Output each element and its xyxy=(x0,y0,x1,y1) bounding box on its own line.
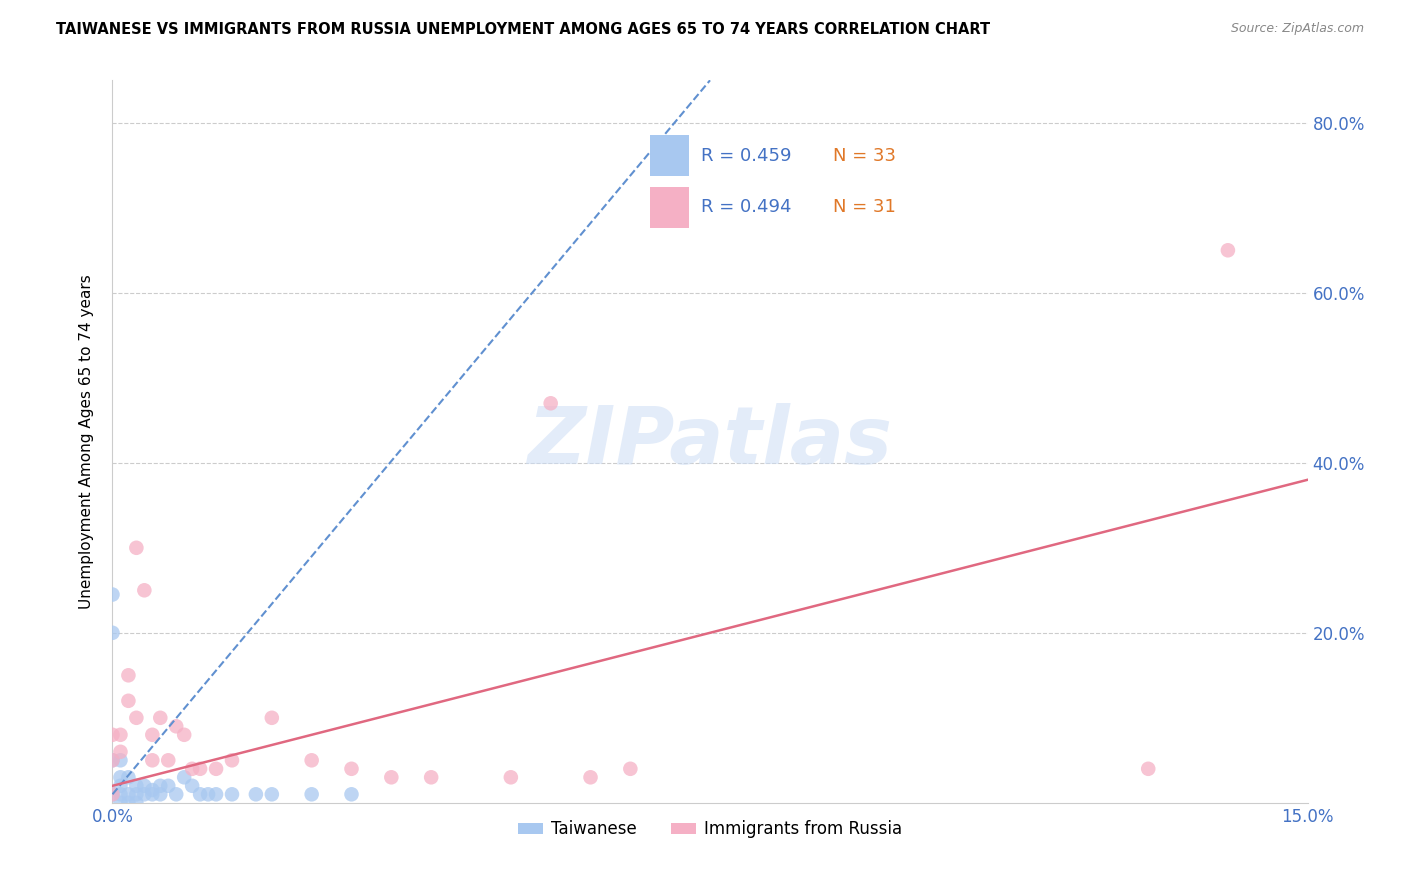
Point xyxy=(165,719,187,733)
Point xyxy=(101,753,124,767)
Point xyxy=(181,779,204,793)
Point xyxy=(245,787,267,801)
Point xyxy=(117,668,139,682)
Point xyxy=(157,779,180,793)
Point xyxy=(110,787,132,801)
Point xyxy=(110,770,132,784)
Point xyxy=(110,745,132,759)
Point xyxy=(188,762,211,776)
Legend: Taiwanese, Immigrants from Russia: Taiwanese, Immigrants from Russia xyxy=(512,814,908,845)
Point xyxy=(173,770,195,784)
Point xyxy=(301,787,323,801)
Point xyxy=(149,787,172,801)
Point xyxy=(117,694,139,708)
Point xyxy=(101,728,124,742)
Point xyxy=(1216,244,1239,258)
Point xyxy=(157,753,180,767)
Point xyxy=(141,753,163,767)
Point xyxy=(134,779,156,793)
Point xyxy=(181,762,204,776)
Point xyxy=(110,796,132,810)
Point xyxy=(221,787,243,801)
Point xyxy=(125,779,148,793)
Point xyxy=(101,787,124,801)
Point xyxy=(141,783,163,797)
Point xyxy=(301,753,323,767)
Point xyxy=(134,787,156,801)
Point xyxy=(141,728,163,742)
Point xyxy=(205,787,228,801)
Point xyxy=(260,787,283,801)
Point xyxy=(125,541,148,555)
Point xyxy=(134,583,156,598)
Point xyxy=(125,796,148,810)
Point xyxy=(197,787,219,801)
Point xyxy=(101,753,124,767)
Point xyxy=(101,625,124,640)
Y-axis label: Unemployment Among Ages 65 to 74 years: Unemployment Among Ages 65 to 74 years xyxy=(79,274,94,609)
Point xyxy=(619,762,641,776)
Point xyxy=(420,770,443,784)
Point xyxy=(340,787,363,801)
Point xyxy=(125,787,148,801)
Point xyxy=(110,728,132,742)
Point xyxy=(101,787,124,801)
Text: ZIPatlas: ZIPatlas xyxy=(527,402,893,481)
Point xyxy=(110,779,132,793)
Point xyxy=(340,762,363,776)
Text: Source: ZipAtlas.com: Source: ZipAtlas.com xyxy=(1230,22,1364,36)
Point xyxy=(149,711,172,725)
Point xyxy=(101,588,124,602)
Point xyxy=(125,711,148,725)
Point xyxy=(117,770,139,784)
Point xyxy=(221,753,243,767)
Point xyxy=(205,762,228,776)
Point xyxy=(579,770,602,784)
Point xyxy=(499,770,522,784)
Point xyxy=(117,796,139,810)
Point xyxy=(149,779,172,793)
Point xyxy=(188,787,211,801)
Text: TAIWANESE VS IMMIGRANTS FROM RUSSIA UNEMPLOYMENT AMONG AGES 65 TO 74 YEARS CORRE: TAIWANESE VS IMMIGRANTS FROM RUSSIA UNEM… xyxy=(56,22,990,37)
Point xyxy=(540,396,562,410)
Point xyxy=(141,787,163,801)
Point xyxy=(380,770,402,784)
Point xyxy=(173,728,195,742)
Point xyxy=(1137,762,1160,776)
Point xyxy=(110,753,132,767)
Point xyxy=(117,787,139,801)
Point xyxy=(165,787,187,801)
Point xyxy=(260,711,283,725)
